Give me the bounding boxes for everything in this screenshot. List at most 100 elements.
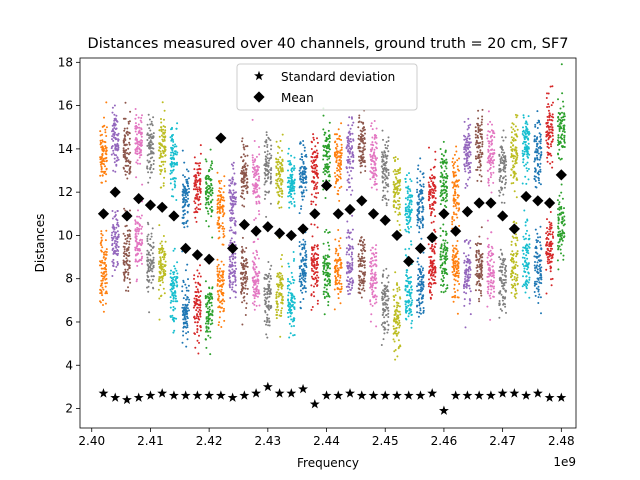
lower-cluster-point (387, 274, 390, 277)
upper-cluster-point (232, 200, 235, 202)
upper-cluster-point (240, 186, 243, 188)
upper-cluster-point (422, 176, 425, 179)
lower-cluster-point (216, 265, 219, 268)
lower-cluster-point (170, 277, 173, 280)
lower-cluster-point (371, 286, 374, 289)
upper-cluster-point (420, 210, 423, 213)
upper-cluster-point (362, 153, 365, 156)
upper-cluster-point (265, 215, 268, 218)
upper-cluster-point (134, 150, 137, 152)
lower-cluster-point (197, 310, 200, 313)
upper-cluster-point (384, 194, 386, 197)
upper-cluster-point (117, 139, 120, 142)
lower-cluster-point (253, 263, 256, 265)
upper-cluster-point (174, 180, 176, 183)
lower-cluster-point (147, 279, 149, 282)
upper-cluster-point (234, 224, 237, 227)
upper-cluster-point (105, 173, 108, 176)
upper-cluster-point (385, 157, 388, 160)
upper-cluster-point (311, 153, 314, 155)
upper-cluster-point (395, 182, 398, 185)
lower-cluster-point (127, 246, 130, 249)
upper-cluster-point (181, 193, 184, 196)
upper-cluster-point (350, 177, 353, 180)
lower-cluster-point (427, 243, 430, 246)
lower-cluster-point (329, 273, 331, 276)
lower-cluster-point (241, 323, 244, 326)
lower-cluster-point (111, 210, 114, 212)
lower-cluster-point (127, 264, 130, 267)
lower-cluster-point (348, 265, 351, 268)
upper-cluster-point (126, 177, 129, 180)
lower-cluster-point (293, 325, 295, 327)
lower-cluster-point (313, 223, 316, 226)
lower-cluster-point (150, 249, 153, 251)
lower-cluster-point (101, 261, 104, 264)
upper-cluster-point (140, 145, 143, 147)
upper-cluster-point (210, 201, 212, 204)
upper-cluster-point (349, 138, 352, 140)
upper-cluster-point (278, 175, 281, 178)
lower-cluster-point (197, 315, 200, 318)
channel-29-points (427, 146, 437, 300)
lower-cluster-point (351, 284, 354, 287)
upper-cluster-point (134, 130, 137, 133)
lower-cluster-point (302, 243, 305, 246)
lower-cluster-point (208, 302, 211, 304)
upper-cluster-point (244, 165, 247, 168)
upper-cluster-point (304, 186, 307, 189)
lower-cluster-point (336, 267, 339, 270)
upper-cluster-point (398, 206, 401, 209)
upper-cluster-point (159, 147, 162, 150)
upper-cluster-point (440, 166, 443, 169)
upper-cluster-point (392, 200, 395, 203)
lower-cluster-point (291, 276, 294, 278)
upper-cluster-point (163, 138, 166, 141)
upper-cluster-point (134, 117, 137, 120)
lower-cluster-point (159, 256, 162, 259)
lower-cluster-point (345, 272, 348, 275)
lower-cluster-point (275, 296, 278, 298)
lower-cluster-point (326, 266, 329, 269)
lower-cluster-point (370, 313, 373, 316)
upper-cluster-point (419, 220, 422, 223)
lower-cluster-point (386, 299, 389, 302)
lower-cluster-point (340, 288, 342, 291)
lower-cluster-point (281, 284, 284, 287)
upper-cluster-point (163, 109, 166, 112)
upper-cluster-point (256, 169, 259, 171)
upper-cluster-point (339, 163, 342, 166)
lower-cluster-point (351, 238, 354, 241)
upper-cluster-point (346, 179, 349, 182)
lower-cluster-point (242, 271, 245, 274)
lower-cluster-point (421, 269, 424, 272)
upper-cluster-point (398, 203, 401, 206)
upper-cluster-point (182, 183, 184, 186)
lower-cluster-point (206, 301, 209, 304)
upper-cluster-point (279, 173, 282, 176)
upper-cluster-point (337, 164, 339, 167)
lower-cluster-point (164, 260, 167, 263)
lower-cluster-point (396, 301, 399, 304)
upper-cluster-point (269, 202, 272, 205)
upper-cluster-point (299, 171, 302, 174)
upper-cluster-point (256, 190, 258, 193)
upper-cluster-point (217, 206, 220, 209)
upper-cluster-point (317, 192, 320, 194)
upper-cluster-point (100, 157, 103, 160)
channel-22-points (345, 116, 355, 296)
upper-cluster-point (398, 197, 401, 200)
upper-cluster-point (381, 167, 384, 170)
lower-cluster-point (392, 338, 395, 341)
upper-cluster-point (264, 158, 267, 161)
upper-cluster-point (387, 136, 390, 139)
upper-cluster-point (268, 152, 271, 155)
upper-cluster-point (185, 180, 188, 183)
upper-cluster-point (218, 182, 221, 185)
lower-cluster-point (123, 273, 126, 276)
upper-cluster-point (287, 152, 290, 155)
lower-cluster-point (196, 328, 199, 330)
upper-cluster-point (303, 167, 305, 170)
upper-cluster-point (409, 190, 412, 192)
lower-cluster-point (146, 240, 149, 242)
